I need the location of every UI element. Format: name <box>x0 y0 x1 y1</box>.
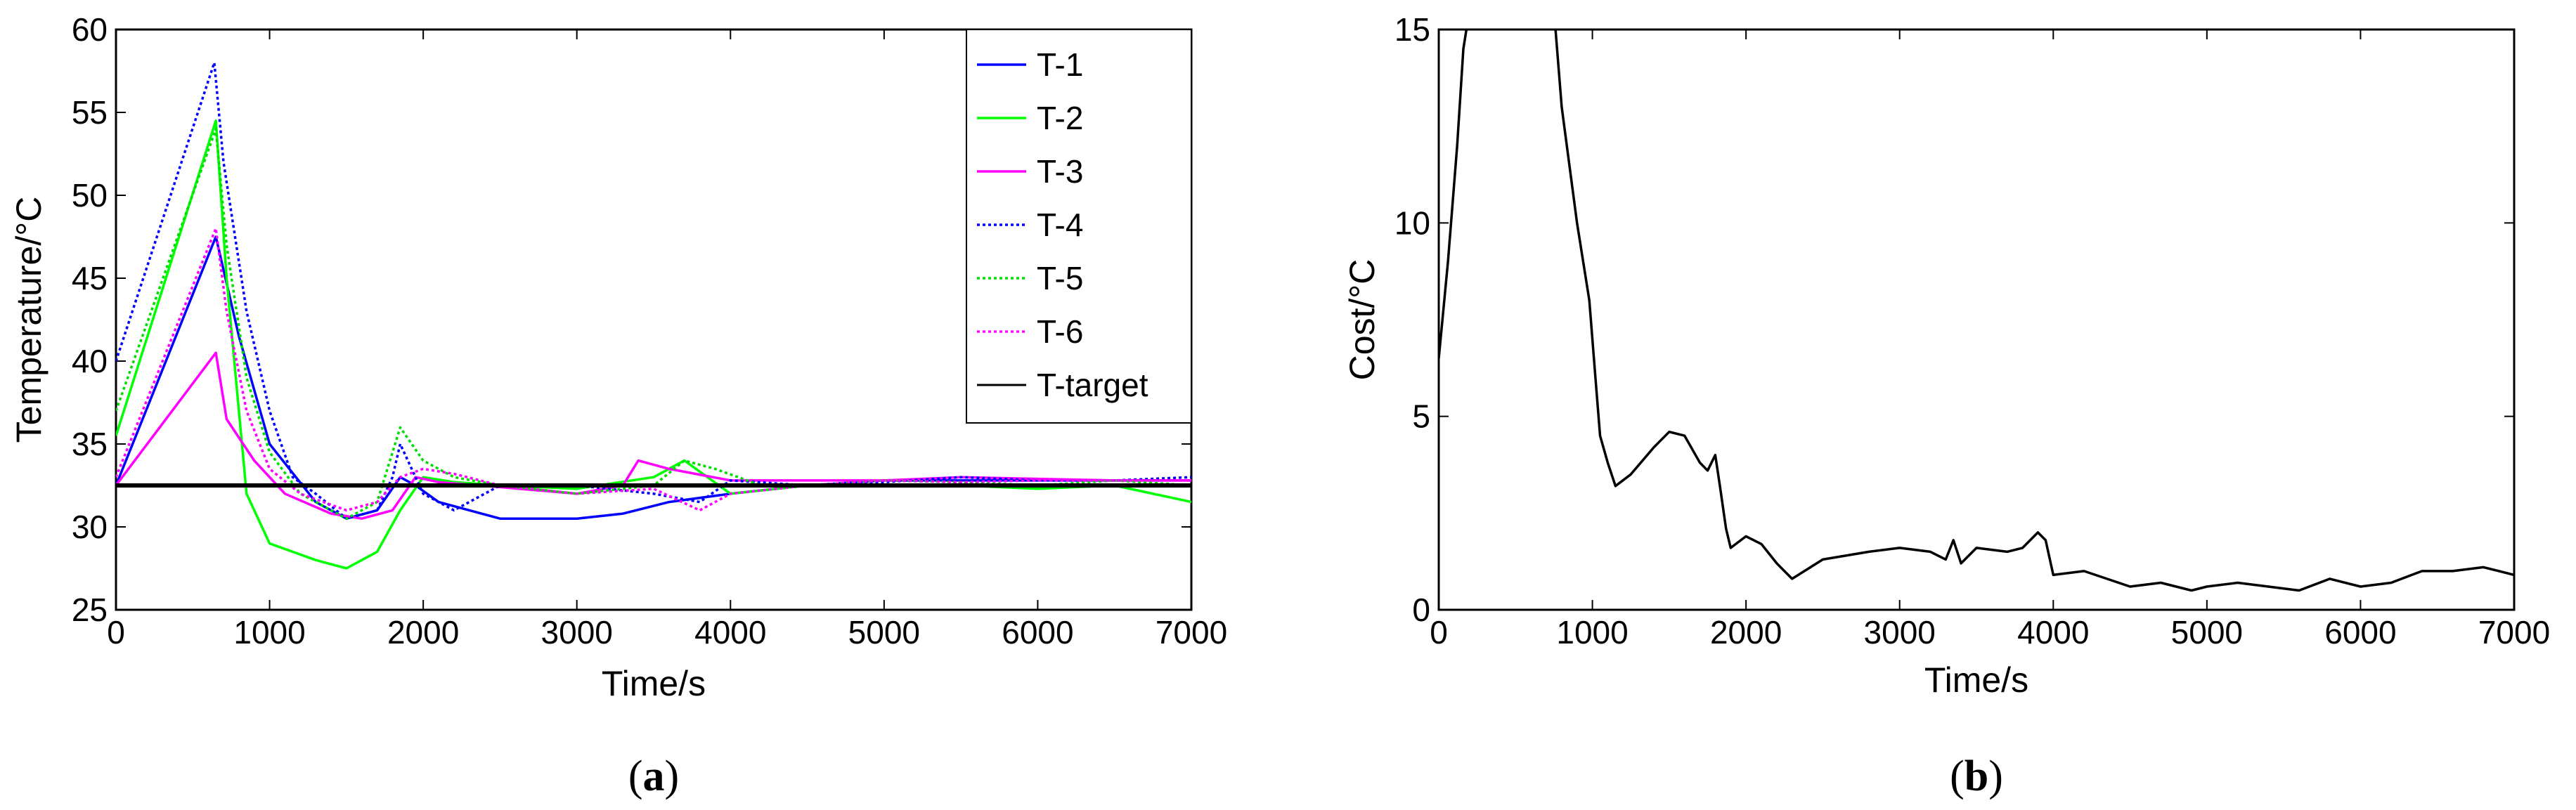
panel-b-series <box>1439 30 2514 592</box>
x-tick-label: 7000 <box>2478 614 2550 651</box>
x-tick-label: 7000 <box>1156 614 1227 651</box>
legend-box <box>966 29 1192 424</box>
series-line-series-0 <box>1439 30 2514 592</box>
panel-a-y-tick-labels: 25 30 35 40 45 50 55 60 <box>72 11 108 628</box>
panel-a-temperature-chart: 0 1000 2000 3000 4000 5000 6000 7000 25 30 35 40 45… <box>9 11 1227 800</box>
panel-b-y-tick-labels: 0 5 10 15 <box>1394 11 1430 628</box>
panel-a-legend: T-1 T-2 T-3 T-4 T-5 T-6 T-target <box>966 29 1192 424</box>
x-tick-label: 1000 <box>233 614 305 651</box>
x-tick-label: 4000 <box>2017 614 2089 651</box>
panel-b-ticks <box>1438 29 2515 610</box>
x-tick-label: 2000 <box>1710 614 1782 651</box>
y-tick-label: 30 <box>72 509 108 545</box>
series-line-t-1 <box>116 235 1191 520</box>
panel-a-x-tick-labels: 0 1000 2000 3000 4000 5000 6000 7000 <box>107 614 1227 651</box>
series-line-t-6 <box>116 227 1191 512</box>
x-tick-label: 3000 <box>541 614 613 651</box>
legend-label: T-3 <box>1037 153 1083 190</box>
x-tick-label: 4000 <box>694 614 766 651</box>
y-tick-label: 25 <box>72 592 108 628</box>
x-tick-label: 5000 <box>848 614 920 651</box>
x-tick-label: 0 <box>1430 614 1448 651</box>
panel-a-caption: (a) <box>628 752 679 800</box>
y-tick-label: 15 <box>1394 11 1430 48</box>
x-tick-label: 0 <box>107 614 125 651</box>
y-tick-label: 35 <box>72 426 108 462</box>
legend-label: T-2 <box>1037 100 1083 136</box>
y-tick-label: 10 <box>1394 204 1430 241</box>
x-tick-label: 6000 <box>2324 614 2396 651</box>
y-tick-label: 55 <box>72 94 108 131</box>
y-tick-label: 5 <box>1412 398 1430 435</box>
x-tick-label: 6000 <box>1002 614 1073 651</box>
panel-b-x-axis-label: Time/s <box>1924 660 2028 700</box>
y-tick-label: 40 <box>72 343 108 379</box>
y-tick-label: 60 <box>72 11 108 48</box>
x-tick-label: 1000 <box>1556 614 1628 651</box>
y-tick-label: 45 <box>72 260 108 296</box>
y-tick-label: 50 <box>72 177 108 214</box>
panel-a-series <box>116 61 1191 570</box>
panel-b-x-tick-labels: 0 1000 2000 3000 4000 5000 6000 7000 <box>1430 614 2550 651</box>
panel-b-cost-chart: 0 1000 2000 3000 4000 5000 6000 7000 0 5 10 15 Tim… <box>1342 11 2550 800</box>
legend-label: T-1 <box>1037 46 1083 83</box>
x-tick-label: 5000 <box>2171 614 2243 651</box>
panel-a-y-axis-label: Temperature/°C <box>9 197 48 443</box>
series-line-t-4 <box>116 61 1191 520</box>
legend-label: T-5 <box>1037 260 1083 296</box>
legend-label: T-4 <box>1037 207 1083 243</box>
legend-label: T-6 <box>1037 313 1083 350</box>
legend-label: T-target <box>1037 367 1148 403</box>
panel-b-plot-frame <box>1437 28 2516 611</box>
x-tick-label: 3000 <box>1864 614 1936 651</box>
panel-b-caption: (b) <box>1950 752 2003 800</box>
panel-b-y-axis-label: Cost/°C <box>1342 259 1382 381</box>
y-tick-label: 0 <box>1412 592 1430 628</box>
panel-a-x-axis-label: Time/s <box>602 664 706 703</box>
x-tick-label: 2000 <box>387 614 459 651</box>
